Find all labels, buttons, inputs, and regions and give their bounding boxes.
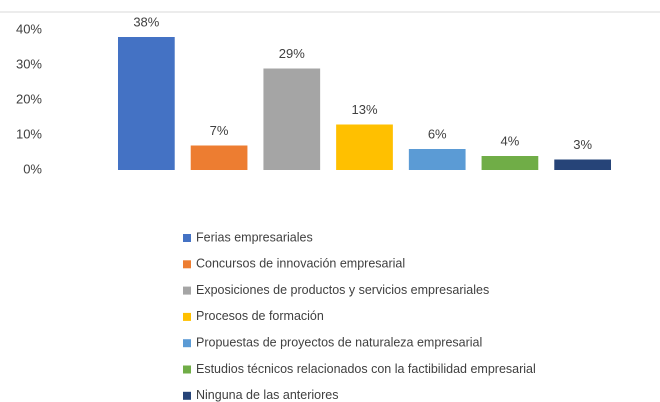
data-label: 7%: [210, 123, 229, 138]
bar: [117, 37, 175, 170]
legend-swatch: [183, 391, 191, 400]
data-label: 29%: [279, 46, 305, 61]
legend-swatch: [183, 234, 191, 242]
bar: [554, 159, 612, 170]
legend-label: Propuestas de proyectos de naturaleza em…: [196, 335, 482, 349]
legend-swatch: [183, 365, 191, 374]
bar: [481, 156, 539, 170]
legend-label: Procesos de formación: [196, 309, 324, 323]
y-tick-label: 20%: [16, 91, 42, 106]
data-label: 3%: [573, 137, 592, 152]
legend-label: Ferias empresariales: [196, 230, 313, 244]
legend-label: Ninguna de las anteriores: [196, 388, 338, 402]
data-label: 13%: [351, 102, 377, 117]
y-tick-label: 30%: [16, 56, 42, 71]
bar: [336, 124, 393, 170]
legend-label: Exposiciones de productos y servicios em…: [196, 283, 489, 297]
legend-swatch: [183, 312, 191, 321]
data-label: 6%: [428, 126, 447, 141]
y-tick-label: 0%: [23, 161, 42, 176]
legend-swatch: [183, 286, 191, 295]
y-tick-label: 40%: [16, 21, 42, 36]
data-label: 4%: [501, 133, 520, 148]
legend-label: Concursos de innovación empresarial: [196, 257, 405, 271]
legend-swatch: [183, 260, 191, 269]
bar: [263, 68, 321, 170]
data-label: 38%: [133, 14, 159, 29]
bar: [190, 145, 248, 170]
bar: [408, 149, 466, 170]
legend-label: Estudios técnicos relacionados con la fa…: [196, 362, 536, 376]
y-tick-label: 10%: [16, 126, 42, 141]
legend-swatch: [183, 339, 191, 348]
